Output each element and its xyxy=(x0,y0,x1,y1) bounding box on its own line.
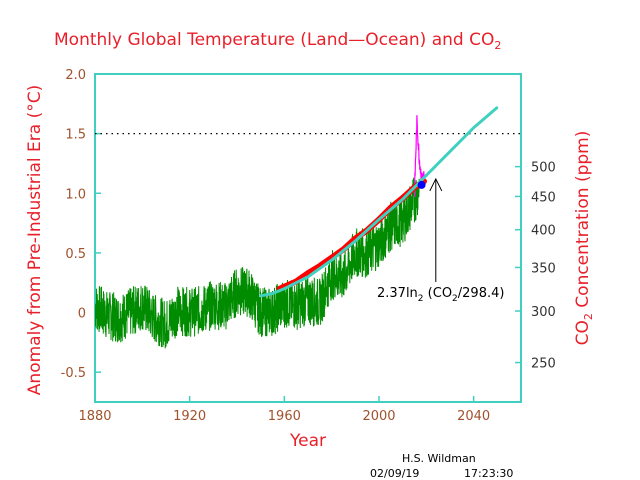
annotation-sub2: 2 xyxy=(452,294,458,304)
left-tick-label: 0 xyxy=(78,307,86,322)
credit-author: H.S. Wildman xyxy=(402,452,476,465)
left-tick-label: 2.0 xyxy=(65,68,86,83)
annotation: 2.37ln2 (CO2/298.4) xyxy=(377,177,504,304)
current-value-marker xyxy=(417,180,426,189)
right-axis-label: CO2 Concentration (ppm) xyxy=(573,131,595,346)
annotation-end: /298.4) xyxy=(458,286,505,301)
x-tick-label: 1880 xyxy=(78,409,111,424)
temperature-series xyxy=(95,177,420,349)
right-axis-label-post: Concentration (ppm) xyxy=(573,131,593,313)
x-tick-label: 1960 xyxy=(268,409,301,424)
credit-date: 02/09/19 xyxy=(370,467,419,480)
co2-fit-projection-series xyxy=(259,105,499,298)
annotation-mid: (CO xyxy=(424,286,453,301)
plot-frame xyxy=(94,73,522,403)
right-axis-ticks: 500 450 400 350 300 250 xyxy=(515,161,556,372)
left-tick-label: 1.0 xyxy=(65,187,86,202)
series-layer xyxy=(95,105,499,349)
left-tick-label: 0.5 xyxy=(65,247,86,262)
x-tick-label: 1920 xyxy=(173,409,206,424)
x-axis-ticks: 1880 1920 1960 2000 2040 xyxy=(78,396,490,424)
left-tick-label: -0.5 xyxy=(61,366,86,381)
right-tick-label: 300 xyxy=(531,305,556,320)
right-tick-label: 400 xyxy=(531,224,556,239)
x-tick-label: 2000 xyxy=(362,409,395,424)
chart-title: Monthly Global Temperature (Land—Ocean) … xyxy=(54,30,501,52)
left-tick-label: 1.5 xyxy=(65,128,86,143)
right-tick-label: 350 xyxy=(531,261,556,276)
chart-title-sub: 2 xyxy=(494,39,501,52)
annotation-arrow-head xyxy=(429,177,443,192)
annotation-text: 2.37ln xyxy=(377,286,418,301)
annotation-label: 2.37ln2 (CO2/298.4) xyxy=(377,286,504,304)
left-axis-label: Anomaly from Pre-Industrial Era (°C) xyxy=(25,85,45,395)
credit-time: 17:23:30 xyxy=(464,467,513,480)
x-tick-label: 2040 xyxy=(457,409,490,424)
right-axis-label-sub: 2 xyxy=(582,313,595,320)
right-axis-label-pre: CO xyxy=(573,320,593,345)
right-tick-label: 450 xyxy=(531,190,556,205)
right-tick-label: 250 xyxy=(531,357,556,372)
annotation-sub1: 2 xyxy=(418,294,424,304)
chart-title-main: Monthly Global Temperature (Land—Ocean) … xyxy=(54,30,494,50)
recent-anomaly-series xyxy=(413,115,425,198)
right-tick-label: 500 xyxy=(531,161,556,176)
x-axis-label: Year xyxy=(289,431,326,451)
